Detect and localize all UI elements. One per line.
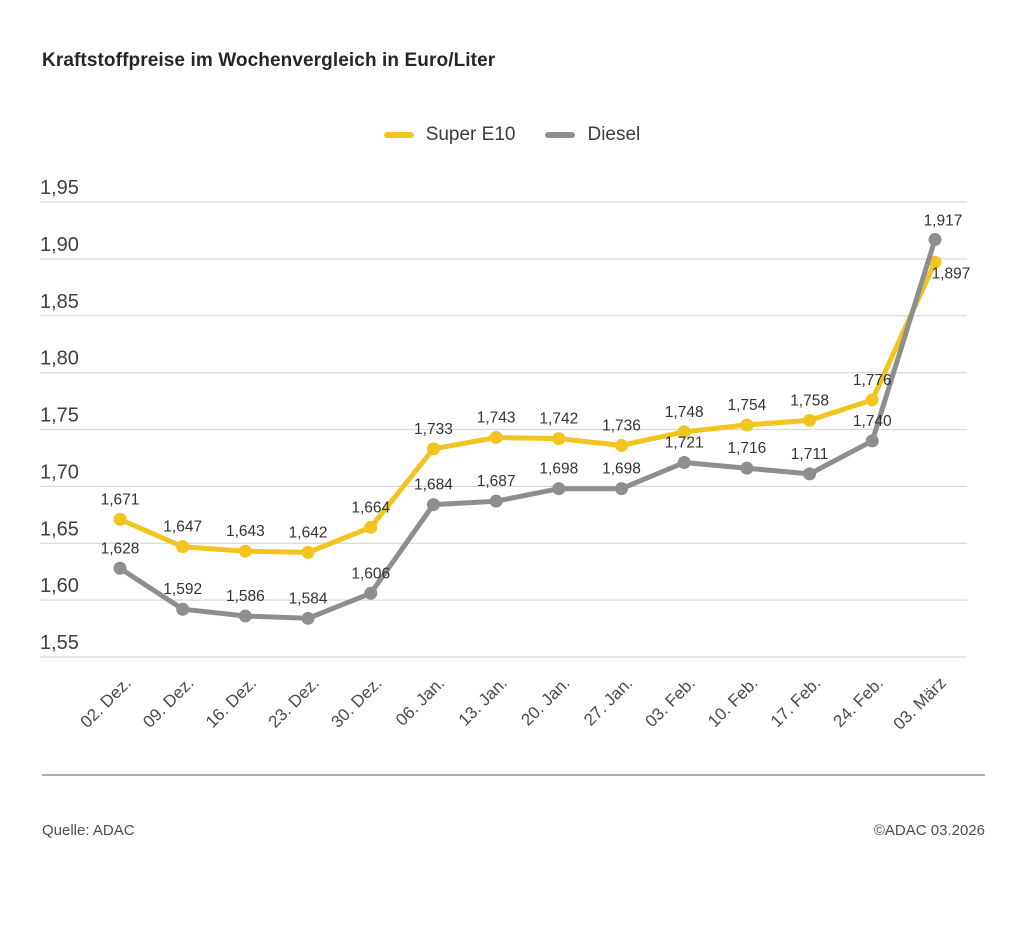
source-note: Quelle: ADAC bbox=[42, 822, 135, 839]
data-label-super-e10: 1,647 bbox=[163, 519, 202, 536]
data-point-diesel bbox=[928, 233, 942, 247]
data-point-diesel bbox=[113, 561, 127, 575]
x-axis-label: 02. Dez. bbox=[77, 673, 135, 731]
copyright-note: ©ADAC 03.2026 bbox=[873, 822, 985, 839]
data-point-super-e10 bbox=[489, 430, 503, 444]
data-point-super-e10 bbox=[364, 520, 378, 534]
data-label-super-e10: 1,664 bbox=[351, 499, 390, 516]
data-label-super-e10: 1,776 bbox=[853, 372, 892, 389]
data-point-diesel bbox=[677, 455, 691, 469]
data-point-diesel bbox=[301, 611, 315, 625]
data-point-super-e10 bbox=[426, 442, 440, 456]
legend-label-diesel: Diesel bbox=[587, 124, 641, 145]
data-point-super-e10 bbox=[238, 544, 252, 558]
x-axis-label: 20. Jan. bbox=[517, 673, 573, 729]
legend-item-diesel: Diesel bbox=[545, 124, 640, 146]
data-point-diesel bbox=[552, 482, 566, 496]
y-axis-label: 1,80 bbox=[40, 348, 79, 370]
y-axis-label: 1,90 bbox=[40, 234, 79, 256]
y-axis-label: 1,65 bbox=[40, 518, 79, 540]
data-label-super-e10: 1,758 bbox=[790, 392, 829, 409]
data-label-diesel: 1,628 bbox=[101, 540, 140, 557]
data-point-diesel bbox=[740, 461, 754, 475]
legend-item-super-e10: Super E10 bbox=[383, 124, 516, 146]
legend-swatch-super-e10-icon bbox=[383, 132, 414, 138]
y-axis-label: 1,60 bbox=[40, 575, 79, 597]
data-label-super-e10: 1,742 bbox=[539, 411, 578, 428]
data-label-diesel: 1,917 bbox=[924, 213, 963, 230]
data-label-diesel: 1,740 bbox=[853, 413, 892, 430]
data-label-diesel: 1,684 bbox=[414, 477, 453, 494]
series-line-diesel bbox=[117, 237, 938, 621]
data-point-super-e10 bbox=[113, 512, 127, 526]
data-point-diesel bbox=[489, 494, 503, 508]
data-point-super-e10 bbox=[865, 393, 879, 407]
data-point-diesel bbox=[238, 609, 252, 623]
data-label-diesel: 1,687 bbox=[477, 473, 516, 490]
data-point-diesel bbox=[176, 602, 190, 616]
data-point-super-e10 bbox=[615, 438, 629, 452]
data-label-super-e10: 1,642 bbox=[289, 524, 328, 541]
x-axis-label: 03. Feb. bbox=[641, 673, 699, 731]
data-point-diesel bbox=[426, 498, 440, 512]
x-axis-label: 24. Feb. bbox=[830, 673, 888, 731]
x-axis-label: 09. Dez. bbox=[139, 673, 197, 731]
y-axis-label: 1,85 bbox=[40, 291, 79, 313]
footer-divider bbox=[42, 774, 985, 776]
y-axis-label: 1,55 bbox=[40, 632, 79, 654]
x-axis-label: 10. Feb. bbox=[704, 673, 762, 731]
x-axis-label: 16. Dez. bbox=[202, 673, 260, 731]
data-label-diesel: 1,606 bbox=[351, 565, 390, 582]
legend-label-super-e10: Super E10 bbox=[425, 124, 516, 145]
data-point-super-e10 bbox=[677, 425, 691, 439]
data-label-diesel: 1,586 bbox=[226, 588, 265, 605]
x-axis-label: 27. Jan. bbox=[580, 673, 636, 729]
data-point-super-e10 bbox=[928, 255, 942, 269]
data-label-super-e10: 1,748 bbox=[665, 404, 704, 421]
data-label-diesel: 1,721 bbox=[665, 434, 704, 451]
y-axis-label: 1,95 bbox=[40, 177, 79, 199]
data-point-super-e10 bbox=[740, 418, 754, 432]
data-point-diesel bbox=[865, 434, 879, 448]
legend-swatch-diesel-icon bbox=[545, 132, 576, 138]
data-label-super-e10: 1,671 bbox=[101, 491, 140, 508]
x-axis-label: 23. Dez. bbox=[265, 673, 323, 731]
x-axis-label: 17. Feb. bbox=[767, 673, 825, 731]
data-point-diesel bbox=[364, 586, 378, 600]
series-line-super-e10 bbox=[117, 259, 938, 555]
data-label-diesel: 1,698 bbox=[539, 461, 578, 478]
data-point-diesel bbox=[803, 467, 817, 481]
data-point-super-e10 bbox=[803, 413, 817, 427]
x-axis-label: 30. Dez. bbox=[327, 673, 385, 731]
data-point-super-e10 bbox=[176, 540, 190, 554]
x-axis-label: 03. März bbox=[890, 673, 950, 733]
page-title: Kraftstoffpreise im Wochenvergleich in E… bbox=[42, 50, 496, 71]
data-label-super-e10: 1,897 bbox=[932, 265, 971, 282]
y-axis-label: 1,70 bbox=[40, 461, 79, 483]
data-point-diesel bbox=[615, 482, 629, 496]
data-label-diesel: 1,698 bbox=[602, 461, 641, 478]
data-label-super-e10: 1,736 bbox=[602, 417, 641, 434]
y-axis-label: 1,75 bbox=[40, 405, 79, 427]
data-point-super-e10 bbox=[301, 545, 315, 559]
data-label-super-e10: 1,643 bbox=[226, 523, 265, 540]
data-label-diesel: 1,592 bbox=[163, 581, 202, 598]
x-axis-label: 06. Jan. bbox=[392, 673, 448, 729]
x-axis-label: 13. Jan. bbox=[455, 673, 511, 729]
data-label-diesel: 1,711 bbox=[791, 446, 829, 463]
data-label-diesel: 1,584 bbox=[289, 590, 328, 607]
data-label-super-e10: 1,743 bbox=[477, 409, 516, 426]
data-label-super-e10: 1,733 bbox=[414, 421, 453, 438]
data-point-super-e10 bbox=[552, 432, 566, 446]
data-label-super-e10: 1,754 bbox=[728, 397, 767, 414]
chart-legend: Super E10 Diesel bbox=[0, 124, 1024, 146]
data-label-diesel: 1,716 bbox=[728, 440, 767, 457]
